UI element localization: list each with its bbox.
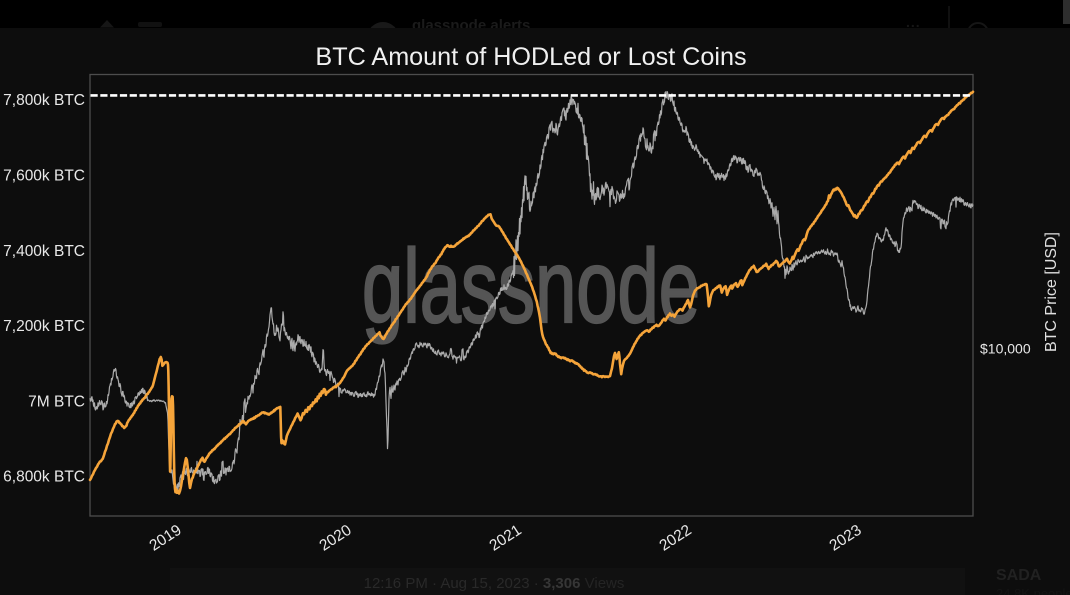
svg-text:BTC Price [USD]: BTC Price [USD] (1043, 232, 1060, 352)
svg-text:12:16 PM · Aug 15, 2023 · 3,30: 12:16 PM · Aug 15, 2023 · 3,306 Views (364, 575, 625, 592)
svg-text:7,800k BTC: 7,800k BTC (3, 92, 85, 109)
svg-text:$10,000: $10,000 (980, 341, 1031, 357)
svg-text:7M BTC: 7M BTC (28, 394, 85, 411)
svg-text:6,800k BTC: 6,800k BTC (3, 469, 85, 486)
svg-text:...: ... (906, 14, 921, 30)
svg-text:SADA: SADA (996, 567, 1042, 584)
svg-text:7,200k BTC: 7,200k BTC (3, 318, 85, 335)
svg-text:BTC Amount of HODLed or Lost C: BTC Amount of HODLed or Lost Coins (315, 43, 746, 71)
svg-text:24.8K people: 24.8K people (996, 586, 1070, 595)
svg-text:7,600k BTC: 7,600k BTC (3, 168, 85, 185)
svg-text:7,400k BTC: 7,400k BTC (3, 243, 85, 260)
